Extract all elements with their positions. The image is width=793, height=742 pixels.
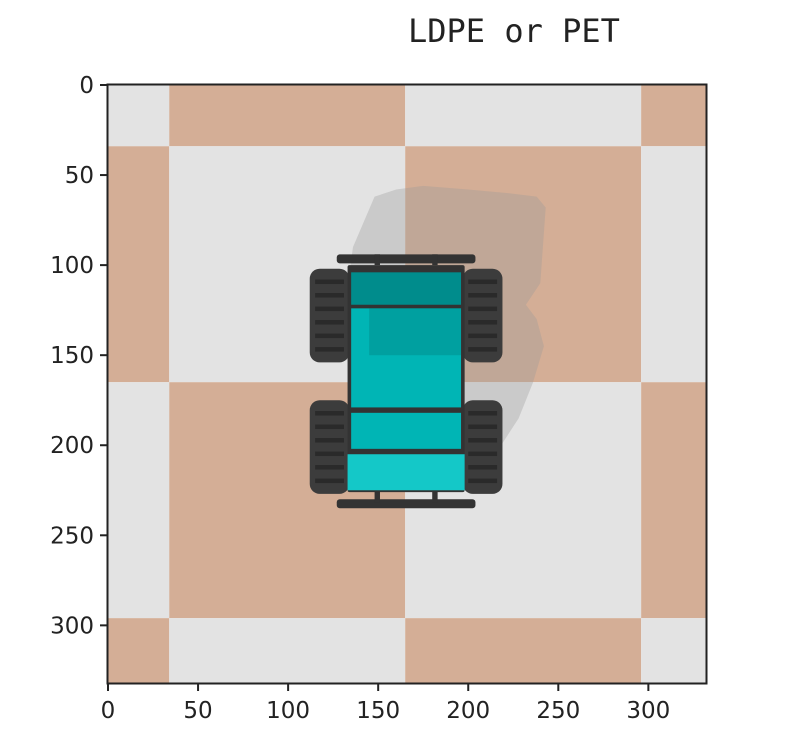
tire-tread (468, 347, 498, 352)
tire-tread (315, 478, 344, 484)
tire-tread (315, 465, 344, 470)
axes-frame (106, 83, 708, 685)
x-axis: 0 50 100 150 200 250 300 (101, 683, 670, 724)
tire-tread (468, 306, 498, 312)
tire (309, 400, 350, 494)
tire-tread (468, 279, 498, 285)
tire (462, 400, 503, 494)
bumper-strut (374, 254, 380, 266)
floor-tile (405, 85, 642, 147)
chassis-rear-panel (347, 454, 465, 491)
y-tick-label: 150 (50, 343, 94, 369)
floor-tile (405, 618, 642, 683)
floor-tile (169, 618, 406, 683)
bumper-strut (432, 490, 438, 503)
image-area (108, 85, 706, 683)
floor-tile (641, 618, 706, 683)
floor-tile (641, 85, 706, 147)
tire-tread (315, 347, 344, 352)
plot-title: LDPE or PET (408, 12, 620, 50)
tire-tread (468, 478, 498, 484)
y-tick-label: 300 (50, 613, 94, 639)
y-tick-label: 0 (79, 73, 94, 99)
x-tick-label: 50 (183, 698, 212, 724)
floor-tile (108, 146, 170, 383)
tire (462, 268, 503, 363)
tire-tread (315, 451, 344, 457)
floor-tile (108, 85, 170, 147)
tire-tread (468, 424, 498, 430)
x-tick-label: 100 (266, 698, 310, 724)
bumper-strut (374, 490, 380, 503)
tire-tread (468, 293, 498, 298)
y-axis: 0 50 100 150 200 250 300 (50, 73, 108, 639)
tire-tread (315, 411, 344, 416)
floor-tile (641, 146, 706, 383)
tire-tread (315, 306, 344, 312)
floor-tile (169, 85, 406, 147)
floor-tile (108, 618, 170, 683)
x-tick-label: 250 (536, 698, 580, 724)
tire-tread (315, 279, 344, 285)
x-tick-label: 150 (356, 698, 400, 724)
y-tick-label: 200 (50, 433, 94, 459)
tire-tread (468, 333, 498, 339)
front-bumper (336, 254, 476, 264)
tire-tread (468, 320, 498, 325)
tire-tread (315, 293, 344, 298)
x-tick-label: 300 (626, 698, 670, 724)
y-tick-label: 250 (50, 523, 94, 549)
floor-tile (641, 382, 706, 619)
tire-tread (315, 320, 344, 325)
tire-tread (315, 438, 344, 443)
chassis-front-panel (351, 272, 462, 305)
y-tick-label: 100 (50, 253, 94, 279)
y-tick-label: 50 (65, 163, 94, 189)
x-tick-label: 0 (101, 698, 116, 724)
floor-tile (108, 382, 170, 619)
x-tick-label: 200 (446, 698, 490, 724)
tire (309, 268, 350, 363)
chassis-mid-panel (351, 412, 462, 449)
tire-tread (315, 424, 344, 430)
tire-tread (468, 451, 498, 457)
tire-tread (468, 465, 498, 470)
tire-tread (468, 438, 498, 443)
tire-tread (468, 411, 498, 416)
tire-tread (315, 333, 344, 339)
rear-bumper (336, 499, 476, 509)
chassis-shade (369, 308, 462, 356)
bumper-strut (432, 254, 438, 266)
